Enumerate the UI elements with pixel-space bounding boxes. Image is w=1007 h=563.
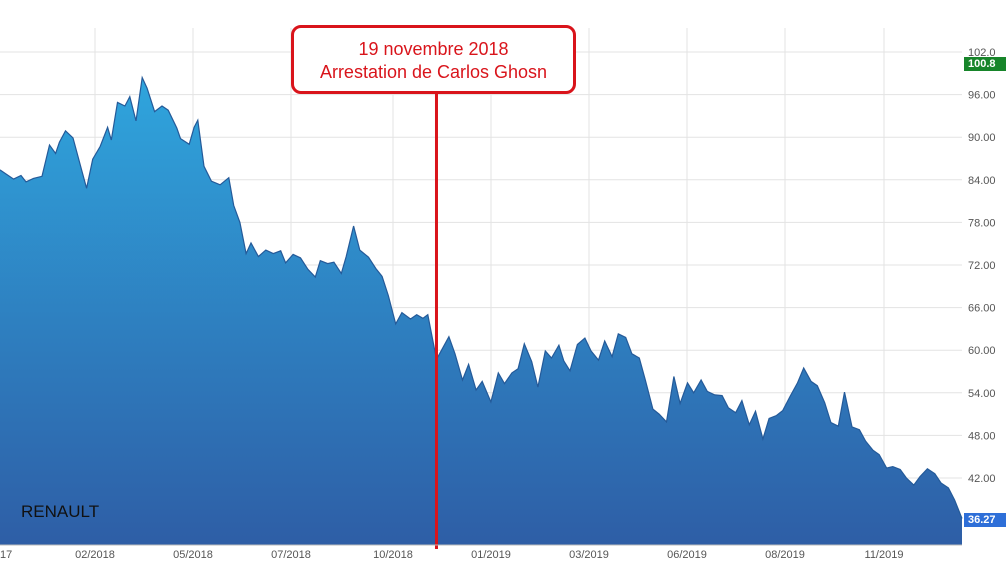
y-tick-label: 60.00 bbox=[968, 345, 996, 357]
y-tick-label: 54.00 bbox=[968, 388, 996, 400]
x-axis-labels: 17 02/2018 05/2018 07/2018 10/2018 01/2019 03/… bbox=[0, 549, 903, 561]
x-tick-label: 08/2019 bbox=[765, 549, 805, 561]
y-tick-label: 102.0 bbox=[968, 47, 996, 59]
x-tick-label: 05/2018 bbox=[173, 549, 213, 561]
x-tick-label: 17 bbox=[0, 549, 12, 561]
y-tick-label: 96.00 bbox=[968, 90, 996, 102]
last-price-badge: 36.27 bbox=[964, 513, 1006, 527]
x-tick-label: 07/2018 bbox=[271, 549, 311, 561]
series-label: RENAULT bbox=[21, 502, 100, 521]
x-tick-label: 11/2019 bbox=[865, 549, 904, 561]
y-tick-label: 66.00 bbox=[968, 303, 996, 315]
annotation-box: 19 novembre 2018 Arrestation de Carlos G… bbox=[291, 25, 576, 94]
x-tick-label: 06/2019 bbox=[667, 549, 707, 561]
price-area bbox=[0, 77, 962, 545]
price-line bbox=[0, 75, 963, 519]
y-tick-label: 78.00 bbox=[968, 217, 996, 229]
y-axis-labels: 102.0 96.00 90.00 84.00 78.00 72.00 66.00 60.00… bbox=[968, 47, 996, 485]
y-tick-label: 48.00 bbox=[968, 430, 996, 442]
x-tick-label: 02/2018 bbox=[75, 549, 115, 561]
y-tick-label: 90.00 bbox=[968, 132, 996, 144]
y-tick-label: 72.00 bbox=[968, 260, 996, 272]
y-tick-label: 84.00 bbox=[968, 175, 996, 187]
x-tick-label: 01/2019 bbox=[471, 549, 511, 561]
x-tick-label: 03/2019 bbox=[569, 549, 609, 561]
y-tick-label: 42.00 bbox=[968, 473, 996, 485]
high-price-badge: 100.8 bbox=[964, 57, 1006, 71]
annotation-date: 19 novembre 2018 bbox=[358, 39, 509, 59]
annotation-text: Arrestation de Carlos Ghosn bbox=[319, 62, 548, 82]
x-tick-label: 10/2018 bbox=[373, 549, 413, 561]
